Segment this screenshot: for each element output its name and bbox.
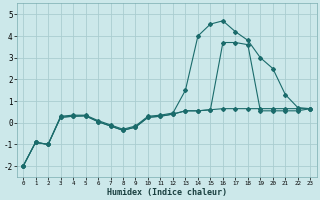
X-axis label: Humidex (Indice chaleur): Humidex (Indice chaleur) xyxy=(107,188,227,197)
